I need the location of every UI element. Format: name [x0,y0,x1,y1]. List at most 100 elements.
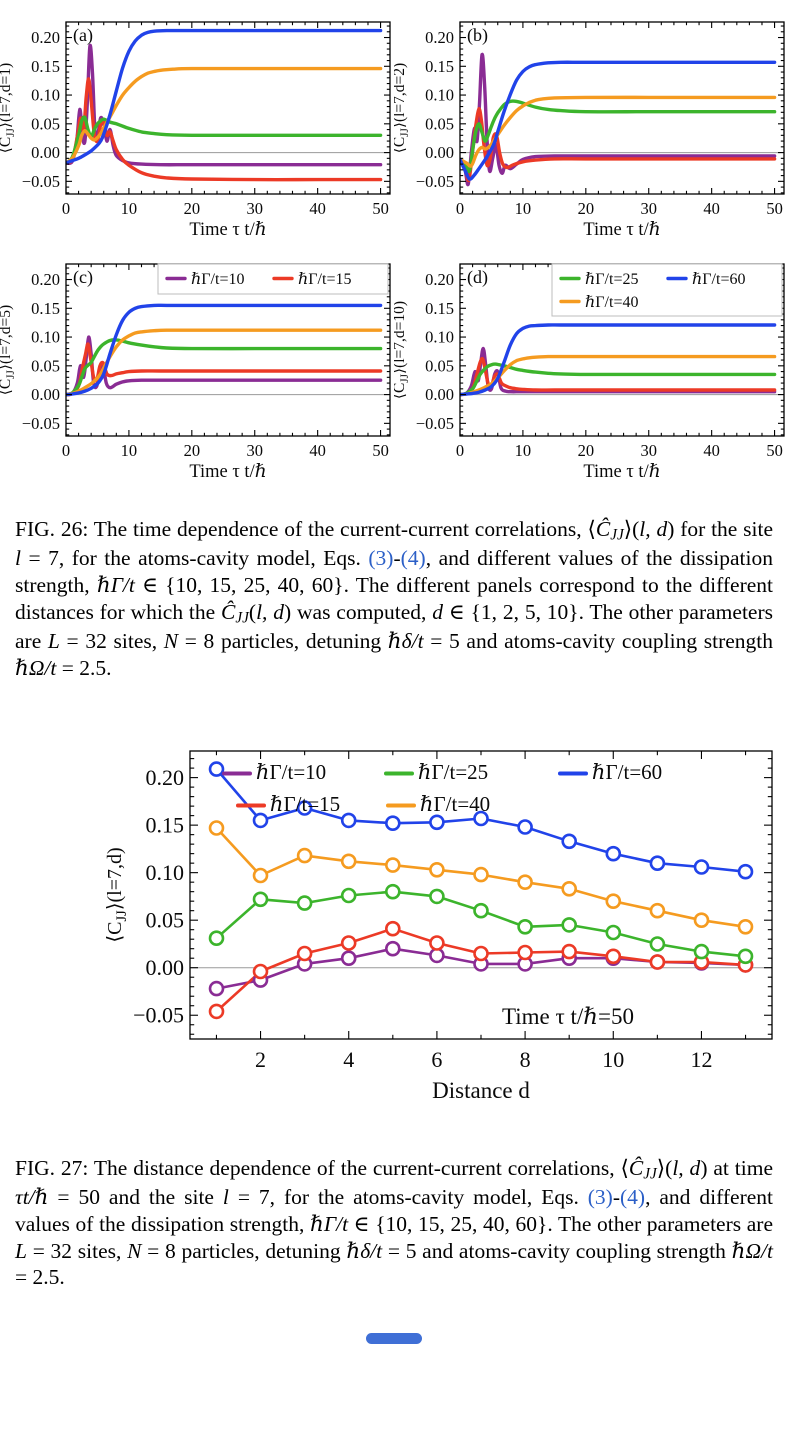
y-tick-label: 0.15 [425,57,454,76]
paper-figure-page: 0 10 20 30 40 50 −0.05 0.00 0.05 0.10 0.15 0.20 Time… [0,21,785,1345]
bottom-scroll-indicator[interactable] [366,1333,422,1345]
data-point-marker [649,936,666,952]
caption-text: Ĉ [221,599,236,624]
caption-text: - [393,546,401,571]
series-line [66,328,383,397]
data-point-marker [429,814,445,831]
caption-text: N [163,628,179,653]
caption-text: FIG. 27: The distance dependence of the … [15,1156,629,1181]
x-axis-label: Distance d [432,1078,530,1103]
x-tick-label: 30 [640,441,657,460]
y-tick-label: 0.00 [425,143,454,162]
x-tick-label: 20 [578,199,595,218]
y-tick-label: 0.05 [31,356,60,375]
x-tick-label: 50 [766,199,783,218]
y-tick-label: −0.05 [416,172,454,191]
data-point-marker [517,819,533,835]
y-tick-label: −0.05 [133,1003,184,1028]
equation-ref-link[interactable]: (3) [368,546,394,571]
x-tick-label: 30 [246,441,263,460]
caption-text: ℏδ/t [387,628,424,653]
equation-ref-link[interactable]: (3) [587,1185,613,1210]
y-tick-label: 0.20 [146,765,185,790]
plot-frame [459,21,785,195]
caption-text: = 5 and atoms-cavity coupling strength [423,628,773,653]
fig26-panel-d-chart: 0 10 20 30 40 50 −0.05 0.00 0.05 0.10 0.15 0.20 Time… [394,263,785,482]
caption-text: ) at time [700,1156,773,1181]
caption-text: ∈ {10, 15, 25, 40, 60}. The other parame… [348,1212,773,1237]
y-tick-label: 0.05 [425,356,454,375]
x-tick-label: 10 [515,441,532,460]
y-tick-label: 0.00 [425,385,454,404]
data-point-marker [208,930,225,947]
series-line [460,354,777,397]
data-point-marker [605,948,622,965]
y-tick-label: −0.05 [22,172,60,191]
time-annotation: Time τ t/ℏ=50 [502,1004,634,1029]
caption-text: ( [248,599,257,624]
data-point-marker [473,810,489,827]
x-tick-label: 0 [456,199,464,218]
data-point-marker [208,820,225,836]
x-tick-label: 12 [690,1047,712,1072]
fig27-caption: FIG. 27: The distance dependence of the … [15,1155,773,1291]
caption-text: ℏΓ/t [96,572,135,597]
y-tick-label: 0.15 [31,299,60,318]
legend-label: ℏΓ/t=40 [420,792,490,816]
y-tick-label: 0.15 [146,813,185,838]
x-tick-label: 50 [372,199,389,218]
data-point-marker [561,881,578,897]
y-axis-label: ⟨CJJ⟩(l=7,d=5) [0,305,17,395]
caption-text: Ĉ [628,1156,644,1181]
equation-ref-link[interactable]: (4) [400,546,426,571]
data-point-marker [561,917,578,933]
data-point-marker [296,895,313,912]
data-point-marker [208,1003,225,1020]
y-tick-label: 0.10 [31,86,60,105]
y-tick-label: −0.05 [416,414,454,433]
caption-text: ∈ {10, 15, 25, 40, 60}. The different pa… [15,572,773,624]
caption-text: ) was computed, [284,599,433,624]
series-line [460,356,777,397]
data-point-marker [429,947,445,964]
fig26-panel-b-chart: 0 10 20 30 40 50 −0.05 0.00 0.05 0.10 0.15 0.20 Time… [394,21,785,240]
data-point-marker [429,888,445,905]
series-line [460,60,777,181]
data-point-marker [384,857,401,874]
caption-text: l, d [672,1156,701,1181]
y-tick-label: 0.20 [31,28,60,47]
equation-ref-link[interactable]: (4) [620,1185,646,1210]
data-point-marker [429,862,445,878]
x-tick-label: 10 [515,199,532,218]
data-point-marker [693,943,710,960]
caption-text: - [612,1185,620,1210]
caption-text: l, d [639,517,668,541]
caption-text: = 8 particles, detuning [178,628,388,653]
data-point-marker [208,980,225,997]
panel-tag: (d) [467,267,488,288]
caption-text: ℏΓ/t [310,1212,349,1237]
x-tick-label: 0 [62,199,70,218]
x-tick-label: 40 [703,199,720,218]
x-tick-label: 20 [184,199,201,218]
y-tick-label: 0.20 [425,270,454,289]
data-point-marker [340,950,357,967]
x-tick-label: 0 [456,441,464,460]
data-point-marker [605,846,622,862]
data-point-marker [649,855,666,872]
y-tick-label: 0.10 [31,328,60,347]
y-tick-label: −0.05 [22,414,60,433]
x-tick-label: 40 [309,199,326,218]
legend-box [551,263,783,317]
y-tick-label: 0.20 [425,28,454,47]
caption-text: , and different values of the dissipatio… [15,1185,773,1237]
y-axis-label: ⟨CJJ⟩(l=7,d=10) [394,301,411,399]
y-axis-label: ⟨CJJ⟩(l=7,d=1) [0,63,17,153]
x-tick-label: 10 [121,199,138,218]
data-point-marker [340,812,357,829]
caption-text: JJ [235,608,249,626]
data-point-marker [517,874,533,891]
caption-text: ) for the site [667,517,774,541]
data-point-marker [737,919,754,935]
caption-text: = 5 and atoms-cavity coupling strength [382,1238,732,1263]
